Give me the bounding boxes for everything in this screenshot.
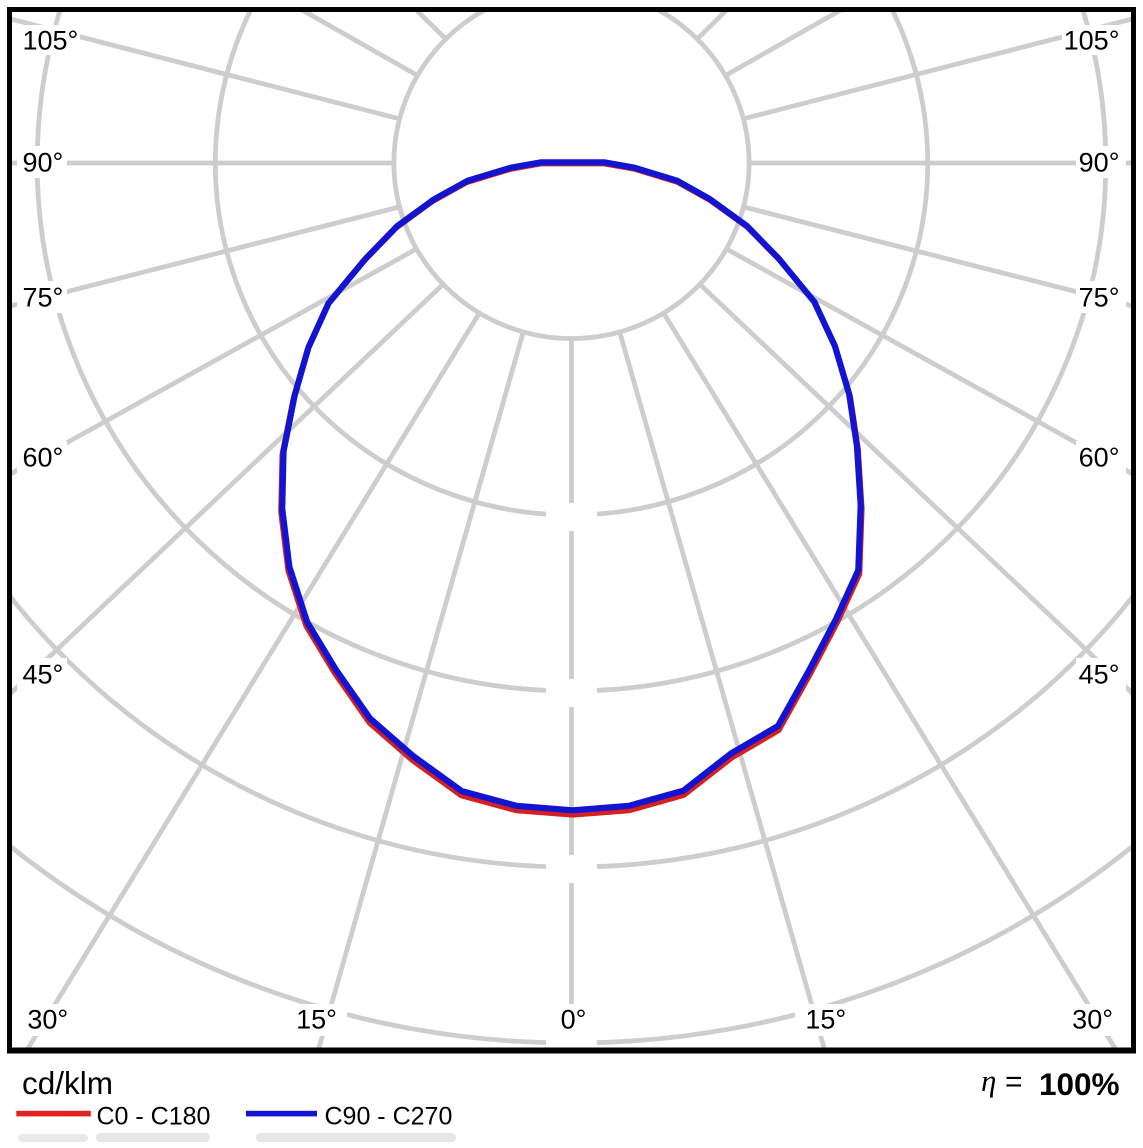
svg-text:45°: 45° <box>23 660 64 690</box>
svg-text:C90 - C270: C90 - C270 <box>325 1102 453 1130</box>
svg-text:75°: 75° <box>23 283 64 313</box>
svg-text:105°: 105° <box>23 26 79 56</box>
svg-text:105°: 105° <box>1064 26 1120 56</box>
svg-text:30°: 30° <box>27 1005 68 1035</box>
svg-text:90°: 90° <box>1079 148 1120 178</box>
svg-text:30°: 30° <box>1072 1005 1113 1035</box>
svg-text:0°: 0° <box>561 1005 587 1035</box>
svg-text:C0 - C180: C0 - C180 <box>97 1102 211 1130</box>
svg-text:cd/klm: cd/klm <box>22 1065 113 1101</box>
svg-text:60°: 60° <box>23 443 64 473</box>
svg-text:45°: 45° <box>1079 660 1120 690</box>
svg-text:15°: 15° <box>296 1005 337 1035</box>
svg-text:100%: 100% <box>1039 1066 1120 1102</box>
svg-text:60°: 60° <box>1079 443 1120 473</box>
svg-text:η: η <box>981 1063 996 1098</box>
svg-text:15°: 15° <box>805 1005 846 1035</box>
svg-text:=: = <box>1005 1066 1023 1099</box>
svg-text:75°: 75° <box>1079 283 1120 313</box>
svg-text:90°: 90° <box>23 148 64 178</box>
